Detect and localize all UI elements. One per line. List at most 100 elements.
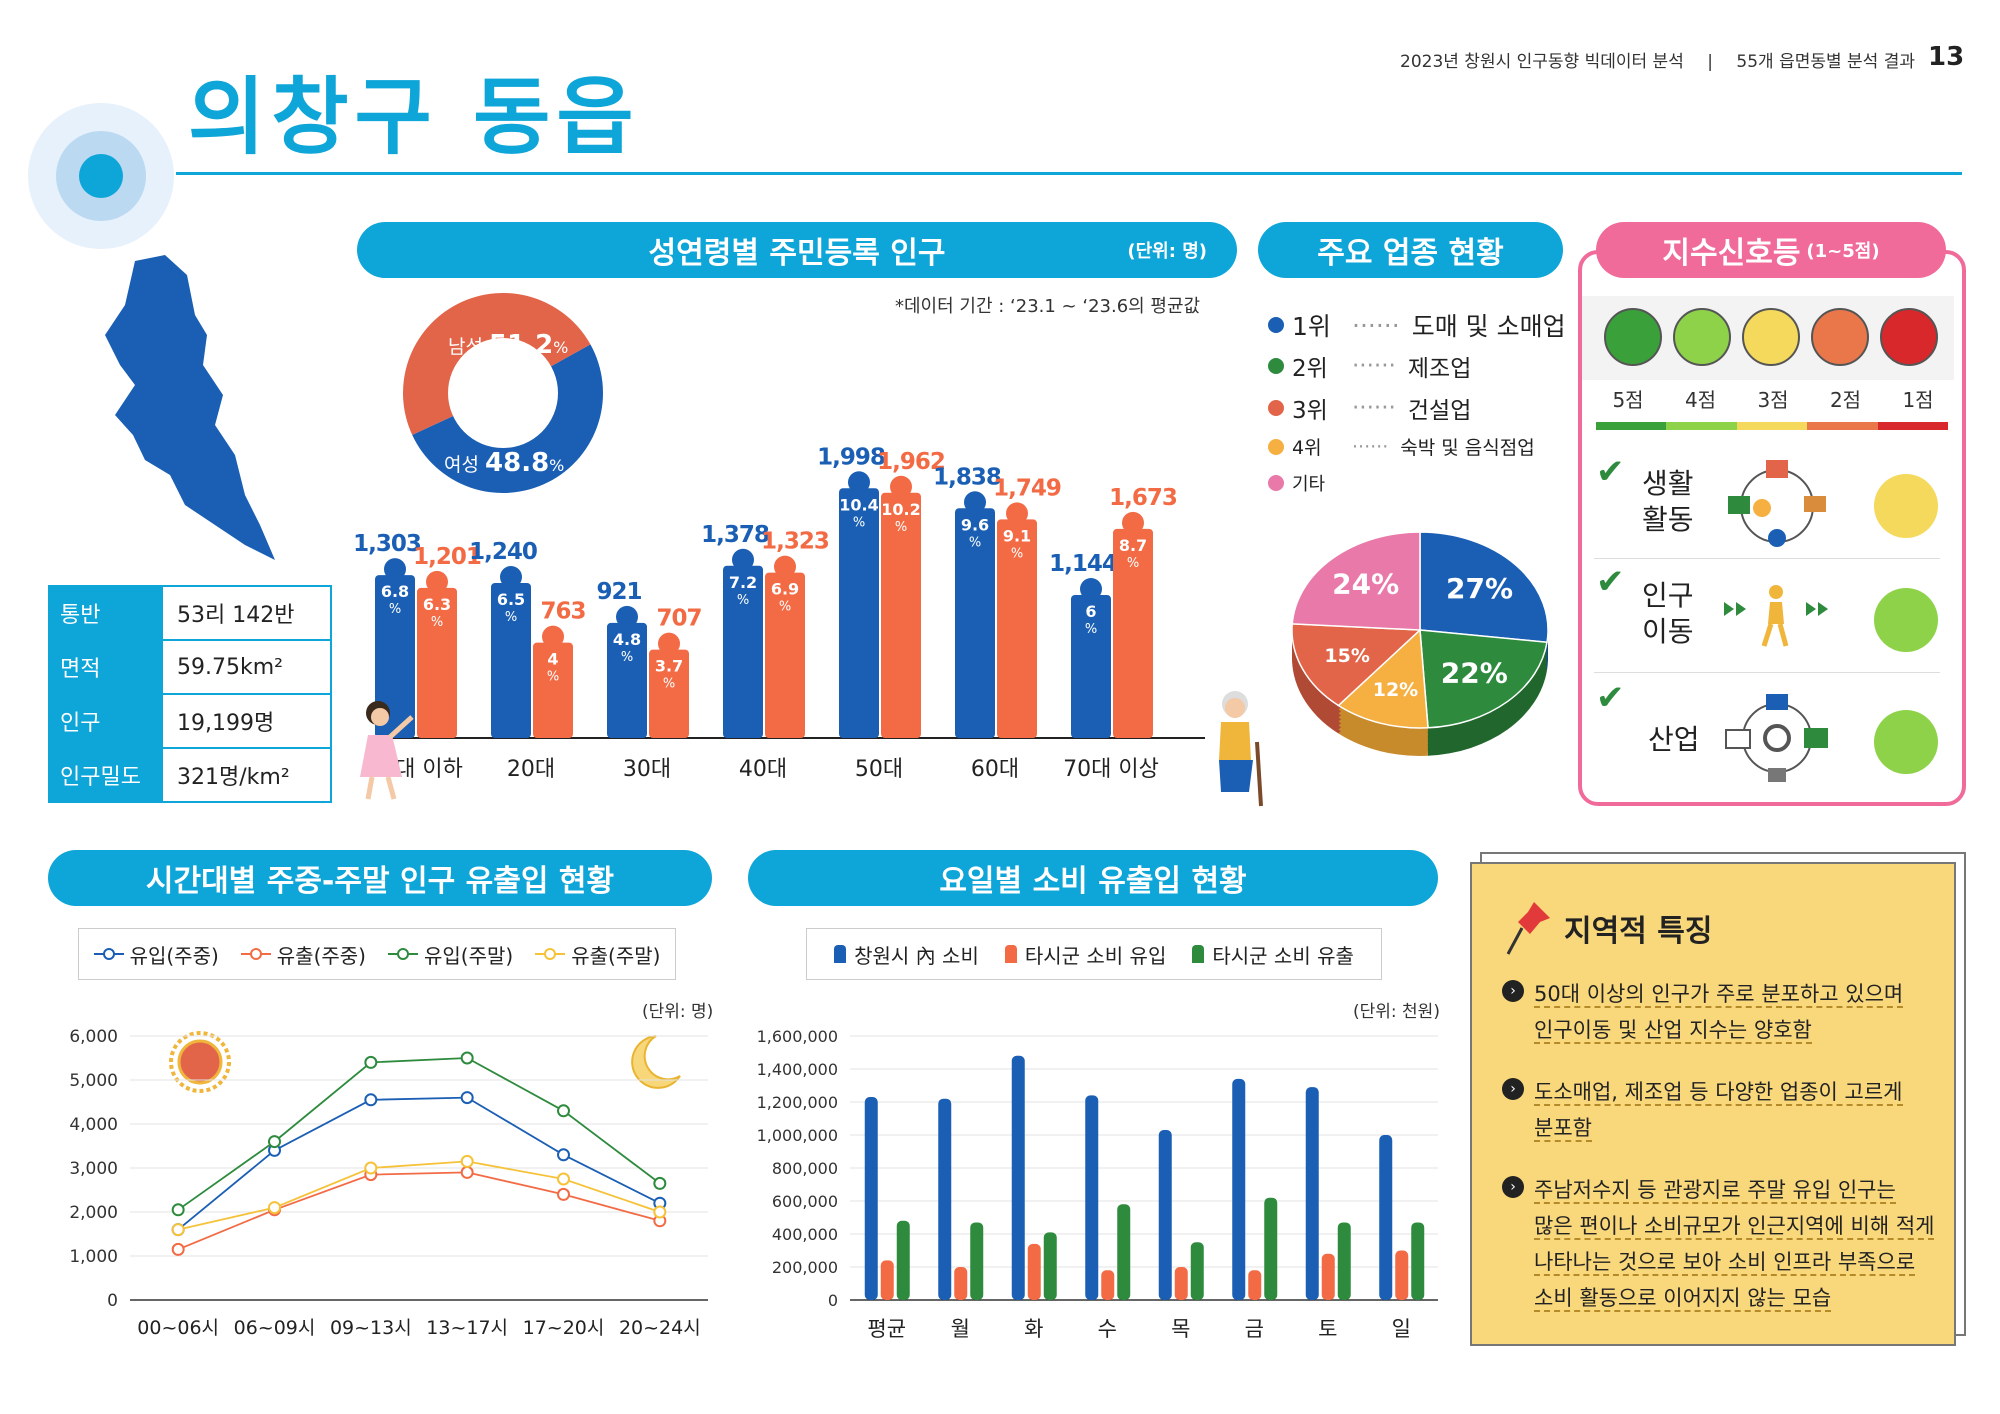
check-icon: ✔ bbox=[1596, 678, 1625, 718]
legend-item: 유입(주중) bbox=[93, 940, 219, 969]
day-bar bbox=[1248, 1270, 1262, 1300]
signal-row-industry: ✔ 산업 bbox=[1594, 678, 1940, 788]
bar-pct-sign: % bbox=[621, 650, 633, 665]
female-head-marker bbox=[542, 625, 564, 648]
header-report-title: 2023년 창원시 인구동향 빅데이터 분석 | 55개 읍면동별 분석 결과 bbox=[1400, 52, 1915, 72]
signal-color-scale bbox=[1596, 422, 1949, 430]
bar-pct-sign: % bbox=[1127, 556, 1139, 571]
industry-rank-list: 1위 ······ 도매 및 소매업 2위 ······ 제조업 3위 ······ … bbox=[1268, 307, 1566, 496]
day-bar bbox=[1117, 1204, 1131, 1300]
check-icon: ✔ bbox=[1596, 452, 1625, 492]
bar-pct-label: 6 bbox=[1085, 602, 1096, 621]
y-tick-label: 600,000 bbox=[772, 1192, 838, 1211]
y-tick-label: 1,400,000 bbox=[757, 1060, 838, 1079]
age-category-label: 60대 bbox=[971, 757, 1019, 782]
pie-slice bbox=[1291, 623, 1422, 707]
stats-row: 통반 53리 142반 bbox=[48, 585, 332, 641]
legend-bar-marker-icon bbox=[1192, 945, 1205, 963]
legend-label: 유입(주말) bbox=[424, 943, 514, 968]
rank-dot-icon bbox=[1268, 400, 1284, 416]
page-number: 13 bbox=[1928, 42, 1965, 72]
day-bar bbox=[880, 1260, 894, 1300]
day-bar bbox=[1305, 1087, 1319, 1300]
bar-value-label: 1,962 bbox=[877, 449, 945, 475]
day-bar bbox=[1174, 1267, 1188, 1300]
signal-score-face-icon bbox=[1673, 308, 1731, 366]
signal-score-face-icon bbox=[1742, 308, 1800, 366]
legend-line-marker-icon bbox=[535, 948, 566, 960]
bar-pct-label: 4.8 bbox=[613, 630, 641, 649]
stats-row: 인구밀도 321명/km² bbox=[48, 747, 332, 803]
bar-pct-sign: % bbox=[505, 610, 517, 625]
time-chart-legend: 유입(주중) 유출(주중) 유입(주말) 유출(주말) bbox=[78, 928, 676, 980]
bar-pct-sign: % bbox=[737, 593, 749, 608]
day-bar bbox=[1011, 1055, 1025, 1300]
male-head-marker bbox=[384, 558, 406, 581]
female-head-marker bbox=[1006, 502, 1028, 525]
x-tick-label: 목 bbox=[1171, 1317, 1190, 1341]
x-tick-label: 13~17시 bbox=[426, 1317, 508, 1339]
male-bar bbox=[723, 565, 763, 738]
legend-item: 유출(주중) bbox=[240, 940, 366, 969]
male-head-marker bbox=[964, 491, 986, 514]
pushpin-icon bbox=[1506, 902, 1550, 955]
x-tick-label: 화 bbox=[1024, 1317, 1043, 1341]
bar-value-label: 921 bbox=[596, 579, 641, 605]
age-category-label: 70대 이상 bbox=[1063, 757, 1159, 782]
bar-value-label: 1,201 bbox=[413, 544, 481, 570]
industry-activity-icon bbox=[1725, 694, 1828, 782]
y-tick-label: 400,000 bbox=[772, 1225, 838, 1244]
male-head-marker bbox=[732, 548, 754, 571]
y-tick-label: 0 bbox=[107, 1291, 118, 1311]
pie-percent-label: 24% bbox=[1332, 568, 1399, 601]
legend-item: 타시군 소비 유출 bbox=[1192, 940, 1354, 969]
pie-percent-label: 27% bbox=[1446, 572, 1513, 605]
x-tick-label: 00~06시 bbox=[137, 1317, 219, 1339]
bar-value-label: 1,323 bbox=[761, 529, 829, 555]
series-point bbox=[460, 1165, 474, 1179]
bar-pct-label: 6.9 bbox=[771, 580, 799, 599]
feature-bullet: › 도소매업, 제조업 등 다양한 업종이 고르게 분포함 bbox=[1502, 1074, 1938, 1146]
x-tick-label: 수 bbox=[1098, 1317, 1117, 1341]
x-tick-label: 금 bbox=[1245, 1317, 1264, 1341]
legend-label: 타시군 소비 유입 bbox=[1024, 943, 1167, 968]
x-tick-label: 일 bbox=[1392, 1317, 1411, 1341]
x-tick-label: 06~09시 bbox=[234, 1317, 316, 1339]
bar-pct-sign: % bbox=[969, 535, 981, 550]
y-tick-label: 2,000 bbox=[69, 1203, 118, 1223]
pie-percent-label: 15% bbox=[1324, 645, 1369, 667]
series-line bbox=[177, 1171, 661, 1251]
moon-icon bbox=[631, 1035, 681, 1089]
series-point bbox=[364, 1055, 378, 1069]
day-bar bbox=[896, 1220, 910, 1300]
pie-percent-label: 12% bbox=[1373, 679, 1418, 701]
female-head-marker bbox=[890, 475, 912, 498]
day-bar bbox=[1411, 1222, 1425, 1300]
sun-icon bbox=[169, 1031, 231, 1093]
x-tick-label: 20~24시 bbox=[619, 1317, 701, 1339]
chevron-right-icon: › bbox=[1502, 1078, 1524, 1100]
male-head-marker bbox=[1080, 578, 1102, 600]
legend-line-marker-icon bbox=[388, 948, 418, 960]
industry-rank-item: 1위 ······ 도매 및 소매업 bbox=[1268, 307, 1566, 343]
female-share-label: 여성 48.8% bbox=[444, 448, 565, 478]
feature-panel-title-row: 지역적 특징 bbox=[1506, 898, 1712, 958]
child-illustration bbox=[360, 701, 414, 800]
y-tick-label: 4,000 bbox=[69, 1115, 118, 1135]
signal-score-labels: 5점 4점 3점 2점 1점 bbox=[1612, 388, 1934, 412]
series-point bbox=[268, 1135, 281, 1149]
pie-percent-label: 22% bbox=[1441, 656, 1508, 689]
day-bar bbox=[1190, 1242, 1204, 1300]
legend-line-marker-icon bbox=[93, 948, 124, 960]
x-tick-label: 09~13시 bbox=[330, 1317, 412, 1339]
day-bar bbox=[970, 1222, 984, 1300]
industry-pie-chart: 27% 22% 12%15% 24% bbox=[1291, 531, 1549, 756]
bar-value-label: 763 bbox=[540, 599, 585, 625]
living-activity-icon bbox=[1728, 460, 1826, 547]
legend-item: 창원시 內 소비 bbox=[834, 940, 979, 969]
legend-label: 타시군 소비 유출 bbox=[1212, 943, 1354, 968]
day-bar bbox=[1232, 1078, 1246, 1300]
bar-value-label: 707 bbox=[656, 606, 701, 632]
day-bar bbox=[1043, 1232, 1057, 1300]
bar-pct-sign: % bbox=[431, 615, 443, 630]
